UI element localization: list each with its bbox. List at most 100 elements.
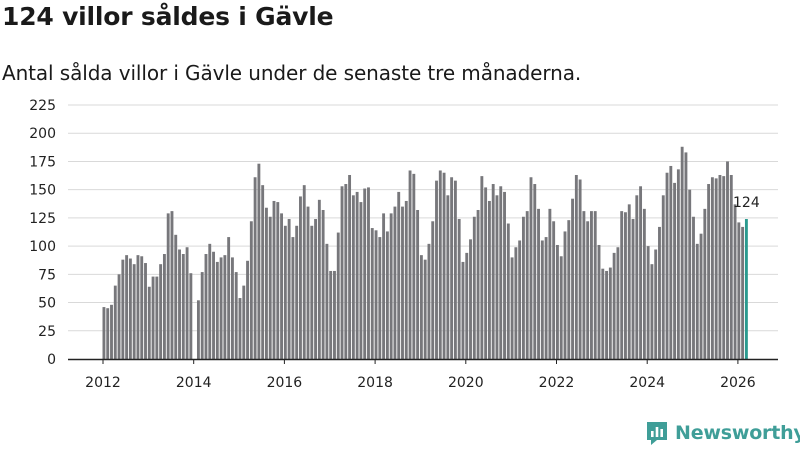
bar [110,304,113,359]
bar [563,231,567,359]
bar [306,206,310,359]
bar [370,228,374,359]
y-tick-label: 75 [38,267,56,283]
bar [450,177,454,359]
bar [128,258,132,359]
x-tick-label: 2024 [629,375,665,391]
bar [714,178,718,359]
y-tick-label: 150 [29,183,56,199]
bar [378,237,382,359]
bar [397,191,401,359]
bar [654,249,658,359]
bar [544,237,548,359]
bar [427,243,431,359]
x-tick-label: 2018 [357,375,393,391]
y-axis-ticks: 0 25 50 75 100 125 150 175 200 225 [29,98,56,368]
newsworthy-logo: Newsworthy [645,420,800,446]
bar [658,226,661,359]
bar [155,276,159,359]
bar [616,247,620,359]
bar [219,257,223,359]
bar [472,216,476,359]
bar [661,195,665,359]
x-tick-label: 2020 [448,375,484,391]
bar [389,213,393,359]
bar [650,264,654,359]
bar [291,237,295,359]
bar [113,285,117,359]
bar [212,251,215,359]
bar [117,274,121,359]
bar [223,255,227,359]
bar [242,285,246,359]
bar [521,216,525,359]
bar [503,191,506,359]
x-tick-label: 2016 [267,375,303,391]
bar [249,221,253,359]
bar [593,211,597,359]
bar [556,244,559,359]
bar [646,246,650,359]
bar [283,225,287,359]
bar [238,298,242,359]
bar [469,239,472,359]
bar [642,208,646,359]
bar [253,177,257,359]
bar [487,200,491,359]
bar [121,259,125,359]
bar [276,202,280,359]
bar [552,221,556,359]
bar [590,211,593,359]
bar [680,146,684,359]
bar [597,244,601,359]
bar [688,189,692,359]
bar [189,273,193,359]
bar [178,249,181,359]
bar [329,270,333,359]
bar [574,174,578,359]
bar [537,208,540,359]
bar [627,204,631,359]
brand-name: Newsworthy [675,422,800,444]
bar [446,195,450,359]
bar [718,174,722,359]
bar [340,186,344,359]
bar [382,213,386,359]
bar [442,172,446,359]
bar [578,179,582,359]
bar [321,209,325,359]
bar [457,219,461,359]
y-tick-label: 25 [38,324,56,340]
bar [404,200,408,359]
bar [435,180,438,359]
bar [147,286,151,359]
bar [703,208,707,359]
bar [631,219,635,359]
bar [272,200,276,359]
bar [491,184,495,359]
bar [200,272,204,359]
bar [518,240,522,359]
bar [136,255,140,359]
bar [741,226,745,359]
bar [737,222,741,359]
bar [639,186,643,359]
bar [722,176,726,359]
bar [125,255,129,359]
bar [692,216,695,359]
bar [453,180,457,359]
y-tick-label: 200 [29,126,56,142]
bar [540,240,544,359]
y-tick-label: 100 [29,239,56,255]
bar [710,177,714,359]
bar [620,211,624,359]
bar [230,257,234,359]
bar [665,172,669,359]
bar [438,170,442,359]
bar [325,243,329,359]
bar [567,220,571,359]
bar [287,219,291,359]
bar [234,272,238,359]
bar [162,254,166,359]
bar [635,195,639,359]
